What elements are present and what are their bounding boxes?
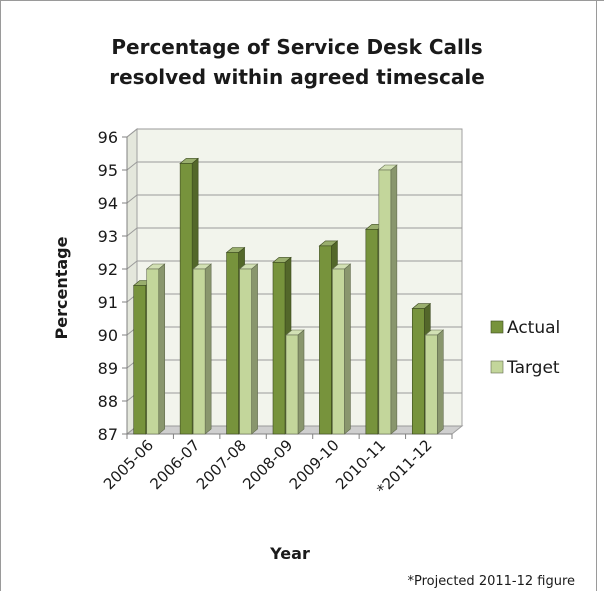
- legend-swatch-actual: [490, 320, 504, 334]
- y-tick-label: 96: [98, 128, 118, 147]
- gridline: [126, 161, 462, 171]
- gridline: [126, 194, 462, 204]
- y-tick-label: 95: [98, 161, 118, 180]
- frame-top-edge: [0, 0, 604, 1]
- x-axis-title: Year: [269, 544, 310, 563]
- footnote: *Projected 2011-12 figure: [407, 574, 575, 589]
- bar-target-200708: [238, 263, 259, 435]
- x-tick-label: 2009-10: [286, 436, 343, 493]
- y-axis: 87 88 89 90 91 92 93 94 95 96: [98, 128, 128, 444]
- y-tick-label: 93: [98, 227, 118, 246]
- y-tick-label: 90: [98, 326, 118, 345]
- legend-label-target: Target: [506, 358, 560, 378]
- y-tick-label: 91: [98, 293, 118, 312]
- legend: Actual Target: [490, 318, 560, 378]
- bar-target-200910: [331, 263, 352, 435]
- gridline: [126, 128, 462, 138]
- bar-target-200506: [145, 263, 166, 435]
- y-tick-label: 92: [98, 260, 118, 279]
- legend-swatch-target: [490, 360, 504, 374]
- y-tick-label: 89: [98, 359, 118, 378]
- gridline: [126, 260, 462, 270]
- gridline: [126, 227, 462, 237]
- y-tick-label: 88: [98, 392, 118, 411]
- chart-title-line-2: resolved within agreed timescale: [109, 65, 485, 89]
- bar-target-200607: [192, 263, 212, 435]
- x-tick-label: 2008-09: [239, 436, 296, 493]
- bar-target-201011: [378, 164, 398, 435]
- x-tick-label: 2005-06: [100, 436, 157, 493]
- frame-right-edge: [596, 0, 597, 591]
- chart-title-line-1: Percentage of Service Desk Calls: [111, 35, 482, 59]
- x-tick-label: 2007-08: [193, 436, 250, 493]
- bar-target-201112: [424, 329, 445, 435]
- bars: [132, 157, 445, 435]
- x-tick-label: 2006-07: [146, 436, 203, 493]
- x-tick-labels: 2005-062006-072007-082008-092009-102010-…: [100, 436, 436, 498]
- y-axis-title: Percentage: [52, 236, 71, 339]
- y-tick-label: 94: [98, 194, 118, 213]
- y-tick-label: 87: [98, 425, 118, 444]
- frame-left-edge: [0, 0, 1, 591]
- legend-label-actual: Actual: [507, 318, 560, 338]
- bar-target-200809: [285, 329, 305, 435]
- x-axis: [126, 433, 453, 439]
